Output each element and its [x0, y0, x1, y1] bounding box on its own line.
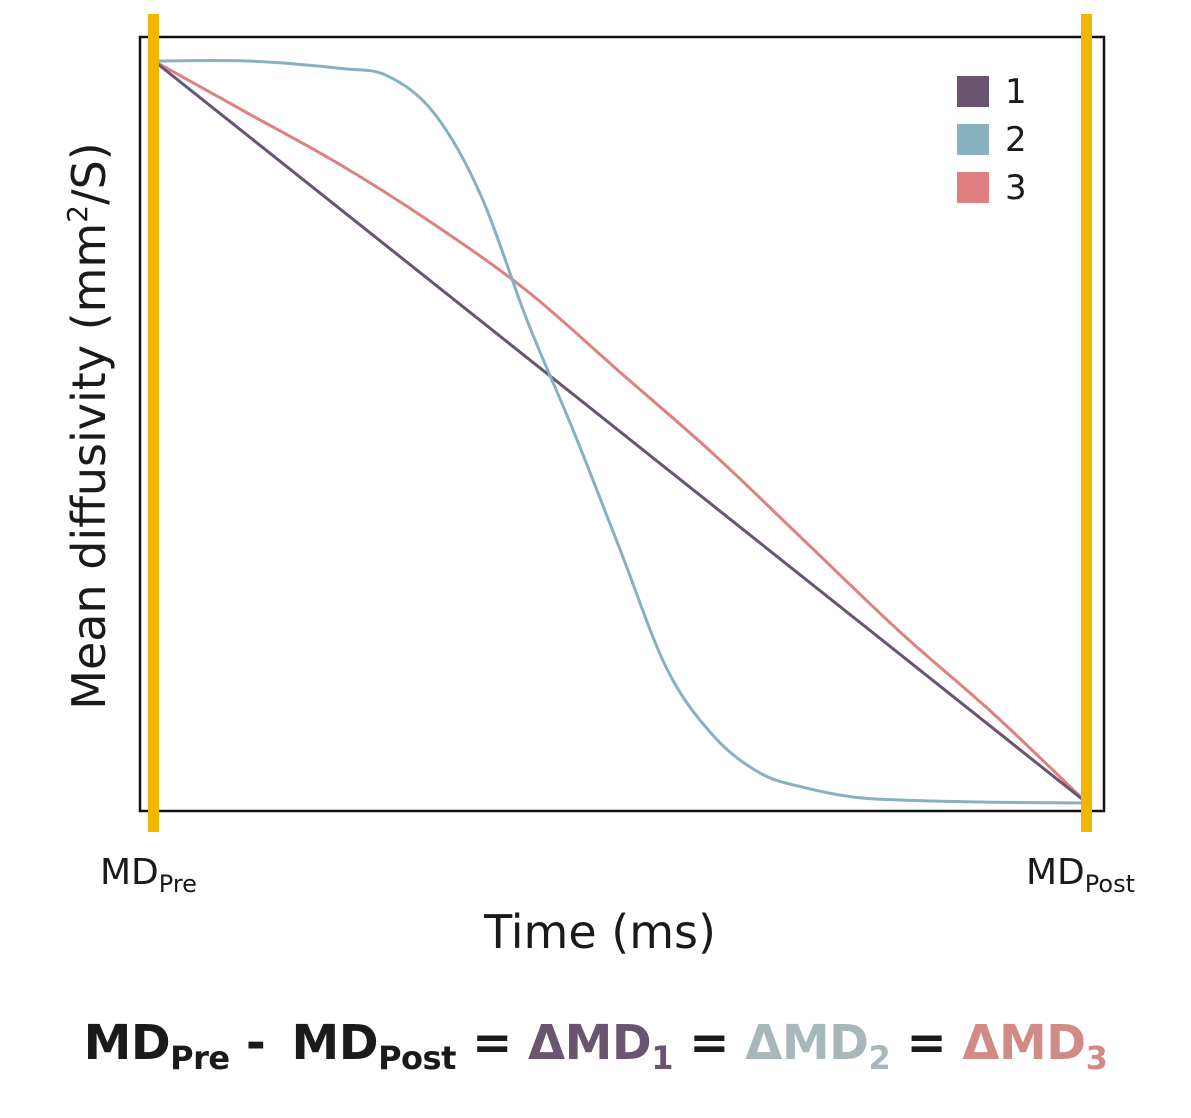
eq-delta-2-sub: 2 [868, 1039, 891, 1077]
legend-label-2: 2 [1005, 120, 1027, 160]
series-line-3 [152, 59, 1089, 805]
eq-delta-3-sub: 3 [1085, 1039, 1108, 1077]
eq-delta-1-main: ΔMD [528, 1015, 652, 1071]
legend-item-3: 3 [957, 168, 1027, 208]
y-axis-label: Mean diffusivity (mm2/S) [61, 142, 116, 709]
eq-delta-1: ΔMD1 [528, 1015, 674, 1074]
y-axis-label-suffix: /S) [62, 142, 116, 205]
x-end-main: MD [1026, 852, 1085, 893]
series-layer [152, 58, 1089, 805]
legend-swatch-1 [957, 76, 989, 107]
eq-equals-3: = [906, 1015, 947, 1071]
eq-delta-3-main: ΔMD [962, 1015, 1086, 1071]
eq-term1-main: MD [83, 1015, 171, 1071]
end-marker-line [1081, 14, 1092, 832]
x-end-sub: Post [1085, 870, 1135, 898]
x-start-main: MD [100, 852, 159, 893]
eq-delta-2: ΔMD2 [745, 1015, 891, 1074]
series-line-1 [152, 59, 1089, 805]
y-axis-label-sup: 2 [61, 205, 94, 223]
x-start-sub: Pre [159, 870, 197, 898]
legend-label-1: 1 [1005, 72, 1027, 112]
eq-delta-2-main: ΔMD [745, 1015, 869, 1071]
legend-item-1: 1 [957, 72, 1027, 112]
legend-swatch-3 [957, 172, 989, 203]
x-axis-label: Time (ms) [483, 905, 716, 959]
eq-term2-sub: Post [378, 1039, 456, 1077]
legend-label-3: 3 [1005, 168, 1027, 208]
eq-delta-1-sub: 1 [651, 1039, 674, 1077]
eq-term2: MDPost [291, 1015, 456, 1074]
x-axis-end-label: MDPost [1026, 852, 1135, 898]
eq-term1-sub: Pre [170, 1039, 230, 1077]
plot-frame [138, 35, 1106, 813]
legend-swatch-2 [957, 124, 989, 155]
eq-term1: MDPre [83, 1015, 231, 1074]
x-axis-start-label: MDPre [100, 852, 197, 898]
eq-minus: - [245, 1015, 266, 1071]
eq-delta-3: ΔMD3 [962, 1015, 1108, 1074]
legend-item-2: 2 [957, 120, 1027, 160]
eq-equals-2: = [689, 1015, 729, 1071]
eq-term2-main: MD [291, 1015, 379, 1071]
equation: MDPre - MDPost = ΔMD1 = ΔMD2 = ΔMD3 [0, 1015, 1191, 1074]
legend: 1 2 3 [957, 72, 1027, 208]
y-axis-label-prefix: Mean diffusivity (mm [62, 223, 116, 710]
start-marker-line [148, 14, 159, 832]
series-line-2 [152, 58, 1089, 805]
eq-equals-1: = [472, 1015, 512, 1071]
